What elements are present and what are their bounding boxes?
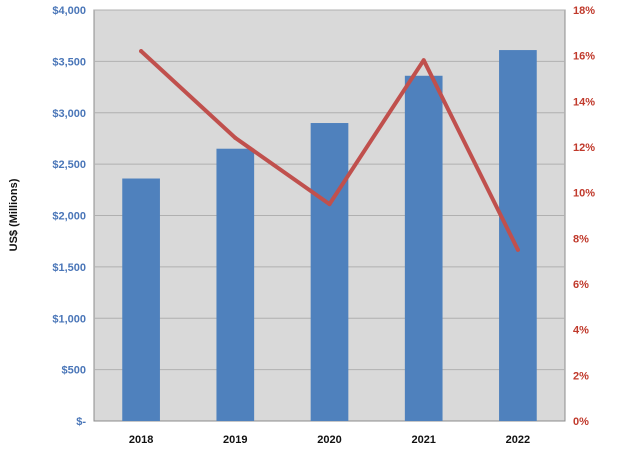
y-axis-title: US$ (Millions) [8, 178, 20, 251]
left-tick-label: $2,000 [52, 211, 86, 223]
right-tick-label: 2% [573, 370, 589, 382]
left-tick-label: $4,000 [52, 5, 86, 17]
right-tick-label: 18% [573, 5, 595, 17]
left-tick-label: $3,000 [52, 108, 86, 120]
right-tick-label: 10% [573, 188, 595, 200]
line-point [421, 58, 426, 63]
line-point [139, 49, 144, 54]
x-tick-label: 2020 [317, 434, 341, 446]
bar [310, 123, 349, 422]
left-tick-label: $500 [62, 365, 86, 377]
left-tick-label: $- [76, 416, 86, 428]
left-tick-label: $1,500 [52, 262, 86, 274]
right-tick-label: 16% [573, 51, 595, 63]
x-tick-label: 2021 [411, 434, 435, 446]
line-point [515, 247, 520, 252]
bar-series [122, 50, 537, 422]
bar [499, 50, 537, 421]
left-tick-label: $1,000 [52, 313, 86, 325]
x-tick-label: 2019 [223, 434, 247, 446]
line-point [233, 135, 238, 140]
x-tick-label: 2018 [129, 434, 153, 446]
line-point [327, 202, 332, 207]
left-tick-label: $3,500 [52, 56, 86, 68]
bar [216, 148, 255, 421]
line-series [139, 49, 520, 252]
right-tick-label: 14% [573, 96, 595, 108]
right-tick-label: 8% [573, 233, 589, 245]
right-tick-label: 6% [573, 279, 589, 291]
bar [122, 178, 160, 421]
x-tick-label: 2022 [506, 434, 530, 446]
right-tick-label: 12% [573, 142, 595, 154]
right-tick-label: 0% [573, 416, 589, 428]
x-axis-ticks: 2018 2019 2020 2021 2022 [129, 434, 530, 446]
bar [404, 75, 443, 421]
right-axis-ticks: 0% 2% 4% 6% 8% 10% 12% 14% 16% 18% [573, 5, 595, 428]
left-tick-label: $2,500 [52, 159, 86, 171]
right-tick-label: 4% [573, 325, 589, 337]
left-axis-ticks: $- $500 $1,000 $1,500 $2,000 $2,500 $3,000 $3,5… [52, 5, 86, 428]
